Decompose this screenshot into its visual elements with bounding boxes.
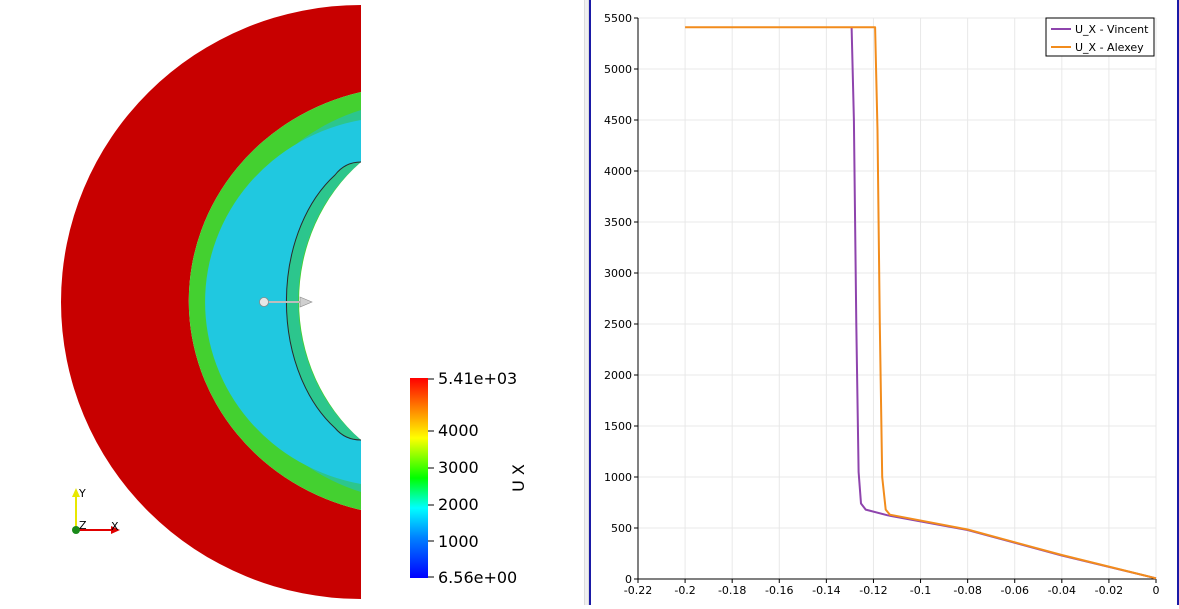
x-tick-label: -0.02	[1095, 584, 1123, 597]
x-tick-label: -0.04	[1048, 584, 1076, 597]
x-tick-label: -0.2	[674, 584, 695, 597]
render-canvas: 5.41e+03 4000 3000 2000 1000 6.56e+00 U …	[61, 5, 528, 599]
probe-arrow-handle[interactable]	[299, 296, 313, 308]
colorbar-title: U X	[509, 464, 528, 492]
view-splitter[interactable]	[584, 0, 589, 605]
legend-entry-label: U_X - Alexey	[1075, 41, 1144, 54]
y-tick-label: 2000	[604, 369, 632, 382]
series-line-2	[685, 26, 1157, 580]
y-tick-label: 3500	[604, 216, 632, 229]
colorbar-tick-label: 4000	[438, 421, 479, 440]
outer-ring	[61, 5, 361, 599]
chart-legend[interactable]: U_X - Vincent U_X - Alexey	[1045, 17, 1155, 57]
x-tick-label: 0	[1153, 584, 1160, 597]
render-view-3d[interactable]: 5.41e+03 4000 3000 2000 1000 6.56e+00 U …	[0, 0, 585, 605]
y-tick-label: 5000	[604, 63, 632, 76]
colorbar-max-label: 5.41e+03	[438, 369, 517, 388]
x-axis-label: X	[111, 520, 119, 533]
x-tick-label: -0.12	[859, 584, 887, 597]
line-chart-view[interactable]: -0.22 -0.2 -0.18 -0.16 -0.14 -0.12 -0.1 -0.08 -0…	[589, 0, 1179, 605]
x-tick-label: -0.1	[910, 584, 931, 597]
x-tick-label: -0.06	[1000, 584, 1028, 597]
x-tick-label: -0.14	[812, 584, 840, 597]
x-tick-label: -0.16	[765, 584, 793, 597]
mesh-geometry	[61, 5, 361, 599]
colorbar-tick-label: 2000	[438, 495, 479, 514]
chart-grid	[637, 17, 1157, 580]
y-tick-label: 4500	[604, 114, 632, 127]
y-tick-label: 1000	[604, 471, 632, 484]
series-line-1	[850, 27, 1157, 580]
color-legend: 5.41e+03 4000 3000 2000 1000 6.56e+00 U …	[410, 369, 528, 587]
probe-line-widget[interactable]	[259, 296, 313, 308]
y-tick-label: 5500	[604, 12, 632, 25]
z-axis-marker	[72, 526, 80, 534]
y-axis-label: Y	[78, 487, 86, 500]
orientation-axes-triad: Y Z X	[72, 487, 120, 534]
y-tick-label: 2500	[604, 318, 632, 331]
chart-axes: -0.22 -0.2 -0.18 -0.16 -0.14 -0.12 -0.1 -0.08 -0…	[604, 12, 1160, 597]
x-tick-label: -0.18	[718, 584, 746, 597]
chart-series	[685, 26, 1157, 580]
colorbar-min-label: 6.56e+00	[438, 568, 517, 587]
color-bar	[410, 378, 428, 578]
colorbar-tick-label: 1000	[438, 532, 479, 551]
x-tick-label: -0.08	[953, 584, 981, 597]
z-axis-label: Z	[79, 519, 87, 532]
legend-box	[1045, 17, 1155, 57]
y-tick-label: 0	[625, 573, 632, 586]
colorbar-tick-label: 3000	[438, 458, 479, 477]
y-tick-label: 500	[611, 522, 632, 535]
y-tick-label: 4000	[604, 165, 632, 178]
y-axis-arrow	[72, 488, 80, 497]
probe-point-handle[interactable]	[259, 297, 269, 307]
y-tick-label: 1500	[604, 420, 632, 433]
y-tick-label: 3000	[604, 267, 632, 280]
x-tick-label: -0.22	[624, 584, 652, 597]
line-chart: -0.22 -0.2 -0.18 -0.16 -0.14 -0.12 -0.1 -0.08 -0…	[604, 12, 1160, 597]
x-axis-arrow	[111, 526, 120, 534]
legend-entry-label: U_X - Vincent	[1075, 23, 1149, 36]
